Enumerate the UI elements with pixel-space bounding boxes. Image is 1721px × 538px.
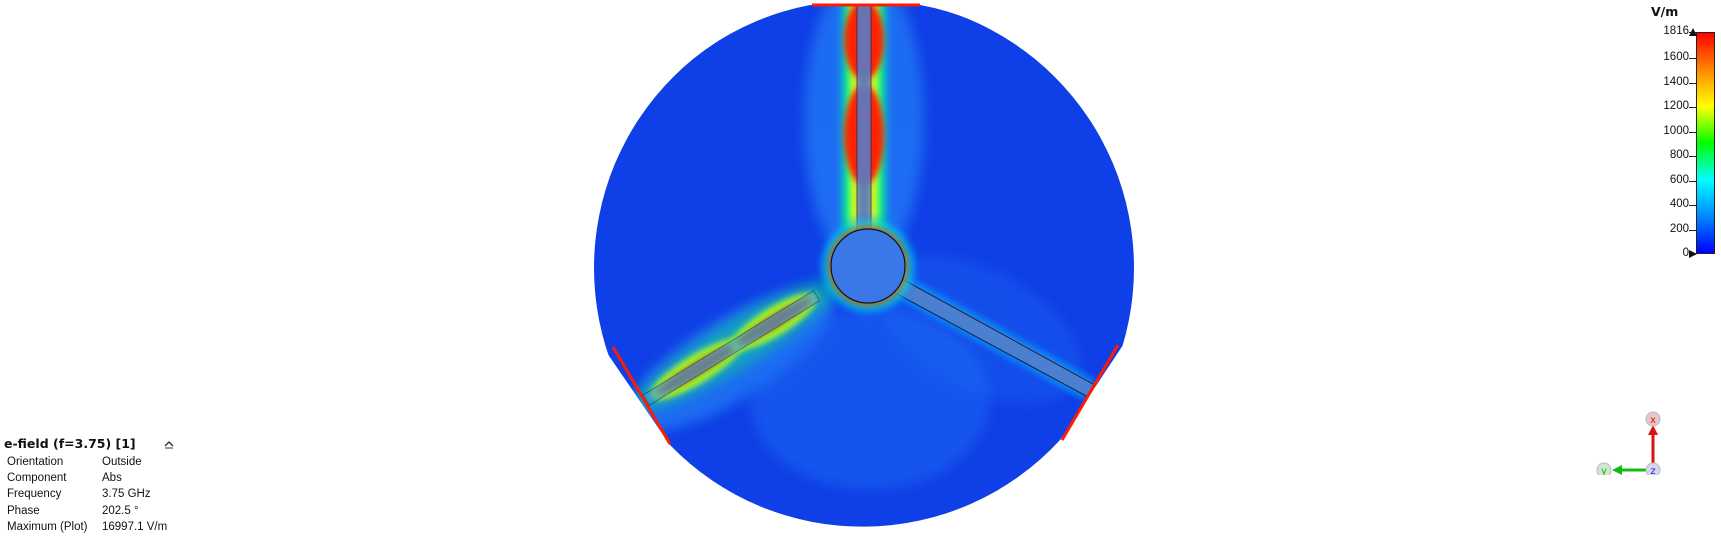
property-value: Abs [102, 472, 122, 485]
property-value: 3.75 GHz [102, 488, 151, 501]
property-row: Maximum (Plot) 16997.1 V/m [4, 520, 167, 536]
property-row: Frequency 3.75 GHz [4, 487, 167, 503]
field-disk [594, 5, 1134, 527]
legend-tick-label: 0 [1682, 247, 1689, 259]
legend-max-label: 1816 [1663, 25, 1689, 37]
legend-tick-mark [1689, 131, 1696, 133]
property-row: Phase 202.5 ° [4, 504, 167, 520]
plot-info-panel: e-field (f=3.75) [1] Orientation Outside C… [4, 436, 194, 536]
port-left [611, 346, 672, 445]
color-legend: V/m 1816 1600 1400 1200 1000 800 600 400 200 0 [1630, 0, 1721, 270]
legend-tick-label: 1600 [1663, 51, 1689, 64]
property-key: Orientation [7, 456, 64, 468]
legend-tick-mark [1689, 156, 1696, 158]
feed-line-top [838, 5, 890, 231]
y-axis-label: y [1601, 466, 1607, 475]
property-value: 16997.1 V/m [102, 520, 168, 533]
x-axis-badge [1645, 411, 1661, 427]
legend-tick-label: 1200 [1663, 100, 1689, 113]
legend-tick-mark [1689, 229, 1696, 231]
legend-tick-label: 200 [1669, 222, 1689, 235]
legend-tick-label: 600 [1669, 173, 1689, 186]
axes-triad[interactable]: x y z [1590, 405, 1670, 478]
legend-tick-label: 1000 [1663, 124, 1689, 137]
property-row: Component Abs [4, 471, 167, 487]
plot-properties-table: Orientation Outside Component Abs Frequency 3… [4, 455, 167, 536]
property-key: Maximum (Plot) [7, 520, 88, 533]
property-key: Component [7, 472, 67, 485]
x-axis-label: x [1650, 415, 1656, 426]
feed-line-right [887, 271, 1096, 401]
legend-color-bar [1696, 32, 1715, 254]
property-key: Frequency [7, 488, 62, 501]
legend-tick-label: 1400 [1663, 75, 1689, 88]
property-value: 202.5 ° [102, 504, 139, 517]
legend-tick-label: 800 [1669, 149, 1689, 162]
hub-disk [830, 228, 906, 304]
plot-title: e-field (f=3.75) [1] [4, 436, 136, 451]
feed-line-left [632, 279, 839, 412]
property-row: Orientation Outside [4, 455, 167, 471]
legend-tick-mark [1689, 205, 1696, 207]
min-marker-icon [1689, 250, 1697, 258]
collapse-chevron-icon[interactable] [162, 437, 176, 451]
property-key: Phase [7, 504, 40, 517]
legend-unit: V/m [1651, 4, 1679, 19]
legend-tick-mark [1689, 58, 1696, 60]
legend-tick-mark [1689, 107, 1696, 109]
z-axis-label: z [1650, 466, 1655, 475]
max-marker-icon [1689, 28, 1697, 36]
legend-tick-mark [1689, 180, 1696, 182]
legend-tick-mark [1689, 82, 1696, 84]
port-right [1060, 344, 1120, 441]
legend-tick-label: 400 [1669, 198, 1689, 211]
property-value: Outside [102, 456, 142, 468]
